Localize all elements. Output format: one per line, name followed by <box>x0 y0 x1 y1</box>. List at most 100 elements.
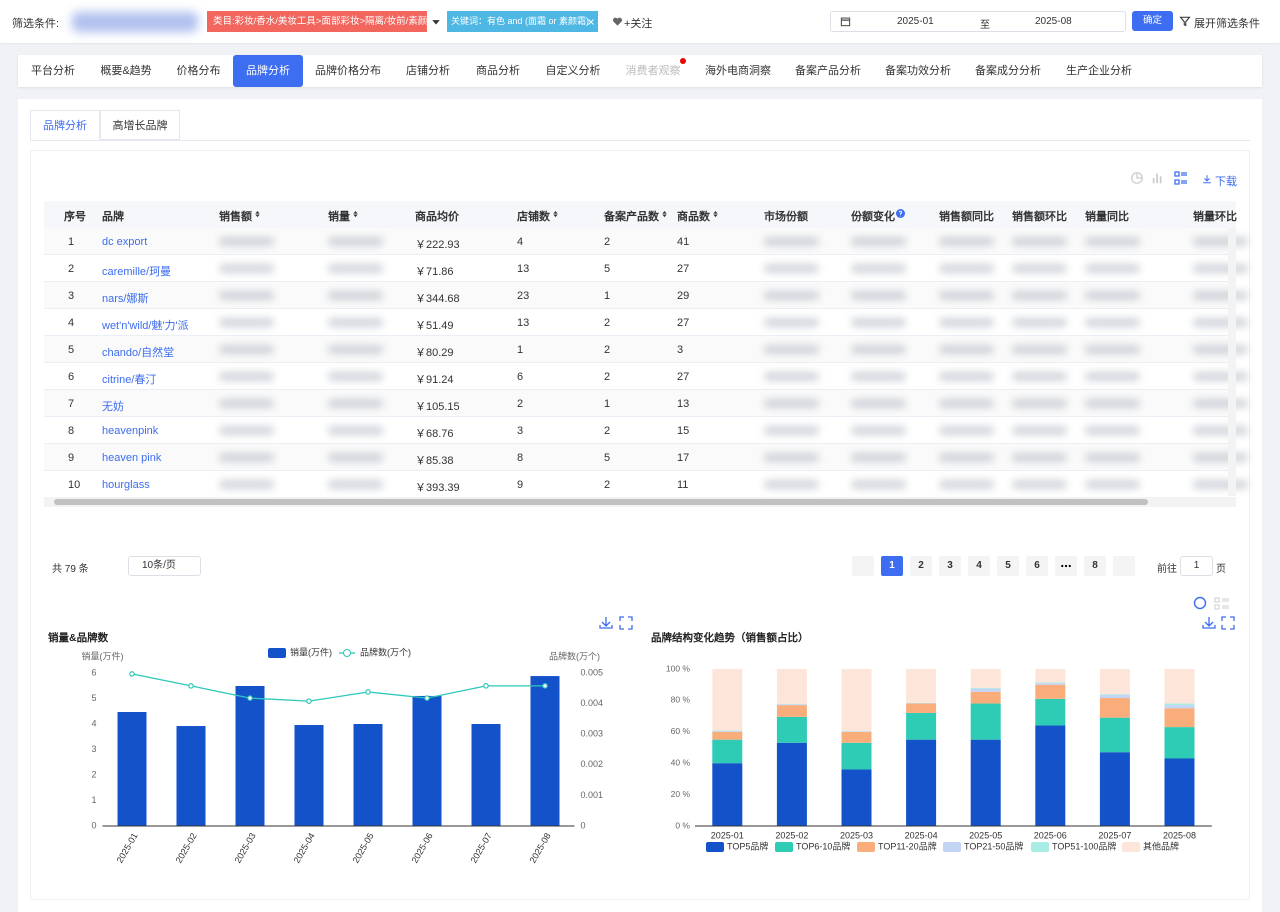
legend-label: 销量(万件) <box>290 646 332 657</box>
tab[interactable]: 店铺分析 <box>406 65 450 77</box>
blurred-cell <box>1085 426 1140 435</box>
blurred-cell <box>939 480 994 489</box>
next-page[interactable] <box>1113 556 1135 576</box>
column-header: 品牌 <box>102 211 124 223</box>
category-chip[interactable]: 类目:彩妆/香水/美妆工具>面部彩妆>隔离/妆前/素颜霜 <box>207 11 427 32</box>
blurred-cell <box>219 480 274 489</box>
sort-icon-glyph <box>255 210 260 218</box>
tab[interactable]: 价格分布 <box>176 65 221 77</box>
follow-button[interactable]: +关注 <box>624 18 653 30</box>
table-cell: 15 <box>677 425 690 437</box>
page-button[interactable]: 1 <box>881 556 903 576</box>
date-start: 2025-01 <box>897 16 934 27</box>
tab[interactable]: 备案产品分析 <box>795 65 861 77</box>
brand-link[interactable]: caremille/珂曼 <box>102 266 172 278</box>
table-cell: 5 <box>604 452 611 464</box>
bar-segment <box>1164 705 1195 709</box>
page-button[interactable]: 6 <box>1026 556 1048 576</box>
confirm-button[interactable]: 确定 <box>1132 11 1173 31</box>
bar-segment <box>906 669 937 703</box>
tab[interactable]: 商品分析 <box>476 65 520 77</box>
brand-link[interactable]: 无妨 <box>102 401 124 413</box>
bar-segment <box>1035 683 1066 685</box>
calendar-icon-glyph <box>840 17 851 27</box>
legend-label: TOP11-20品牌 <box>878 840 937 851</box>
tab[interactable]: 自定义分析 <box>545 65 601 77</box>
charts: 销量&品牌数 0 1 2 3 4 5 6 0 0.001 0.002 0.003 0.004 0.005 销… <box>48 596 1235 865</box>
brand-link[interactable]: dc export <box>102 236 148 248</box>
blurred-cell <box>1193 318 1248 327</box>
tab[interactable]: 海外电商洞察 <box>705 65 771 77</box>
table-cell: 2 <box>604 317 611 329</box>
column-header[interactable]: 店铺数 <box>517 211 550 223</box>
legend-swatch <box>943 842 961 852</box>
brand-link[interactable]: nars/娜斯 <box>102 293 149 305</box>
brand-link[interactable]: citrine/春汀 <box>102 374 157 386</box>
subtab[interactable]: 品牌分析 <box>30 110 100 140</box>
column-header[interactable]: 销售额 <box>219 211 252 223</box>
brand-link[interactable]: heavenpink <box>102 425 159 437</box>
table-row <box>44 417 1228 444</box>
blurred-cell <box>851 453 906 462</box>
brand-link[interactable]: chando/自然堂 <box>102 347 175 359</box>
page-button[interactable]: 5 <box>997 556 1019 576</box>
help-icon-glyph <box>896 209 905 218</box>
brand-link[interactable]: hourglass <box>102 479 150 491</box>
table-cell: 1 <box>604 290 611 302</box>
tab[interactable]: 品牌分析 <box>233 55 303 87</box>
line <box>131 673 545 702</box>
brand-link[interactable]: heaven pink <box>102 452 162 464</box>
sort-icon-glyph <box>553 210 558 218</box>
x-tick-label: 2025-02 <box>775 830 808 840</box>
column-header[interactable]: 商品数 <box>677 211 710 223</box>
column-header[interactable]: 销量 <box>328 211 350 223</box>
download-button[interactable]: 下载 <box>1215 176 1237 188</box>
bar-segment <box>970 739 1001 826</box>
download-chart-icon[interactable] <box>1202 617 1216 629</box>
bar-segment <box>1164 669 1195 704</box>
page-button[interactable]: 3 <box>939 556 961 576</box>
tab[interactable]: 品牌价格分布 <box>315 65 381 77</box>
table-cell: 1 <box>604 398 611 410</box>
blurred-cell <box>1012 372 1067 381</box>
prev-page[interactable] <box>852 556 874 576</box>
chart-title: 品牌结构变化趋势（销售额占比） <box>651 631 809 644</box>
page-button[interactable]: 8 <box>1084 556 1106 576</box>
tab[interactable]: 消费者观察 <box>625 65 681 77</box>
x-tick-label: 2025-08 <box>1163 830 1196 840</box>
expand-filters[interactable]: 展开筛选条件 <box>1194 18 1260 30</box>
page-button[interactable]: 4 <box>968 556 990 576</box>
table-icon <box>1173 170 1189 186</box>
y-tick-label: 4 <box>91 718 96 728</box>
download-chart-icon[interactable] <box>599 617 613 629</box>
page-size-select[interactable]: 10条/页 <box>128 556 201 576</box>
tab[interactable]: 概要&趋势 <box>100 65 152 77</box>
h-scroll-thumb[interactable] <box>54 499 1148 505</box>
keyword-chip[interactable]: 关键词：有色 and (面霜 or 素颜霜) <box>447 11 598 32</box>
goto-input[interactable]: 1 <box>1180 556 1213 576</box>
tab[interactable]: 备案成分分析 <box>975 65 1041 77</box>
goto-label: 前往 <box>1157 564 1177 575</box>
table-cell: 4 <box>68 317 75 329</box>
subtab[interactable]: 高增长品牌 <box>100 110 180 140</box>
fullscreen-icon[interactable] <box>619 616 633 630</box>
tab[interactable]: 生产企业分析 <box>1066 65 1132 77</box>
fullscreen-icon[interactable] <box>1221 616 1235 630</box>
y2-tick-label: 0.004 <box>581 698 604 708</box>
brand-link[interactable]: wet'n'wild/魅'力'派 <box>102 320 189 332</box>
y-axis-label: 销量(万件) <box>82 650 124 661</box>
table-row <box>44 255 1228 282</box>
date-range[interactable] <box>830 11 1126 32</box>
legend-swatch <box>1031 842 1049 852</box>
tab[interactable]: 平台分析 <box>31 65 75 77</box>
blurred-cell <box>1193 264 1248 273</box>
page-button[interactable]: 2 <box>910 556 932 576</box>
x-tick-label: 2025-06 <box>410 831 435 865</box>
bar-segment <box>970 688 1001 692</box>
bar-segment <box>841 742 872 770</box>
table-row <box>44 282 1228 309</box>
column-header: 商品均价 <box>415 211 459 223</box>
tab[interactable]: 备案功效分析 <box>885 65 951 77</box>
column-header[interactable]: 备案产品数 <box>604 211 659 223</box>
